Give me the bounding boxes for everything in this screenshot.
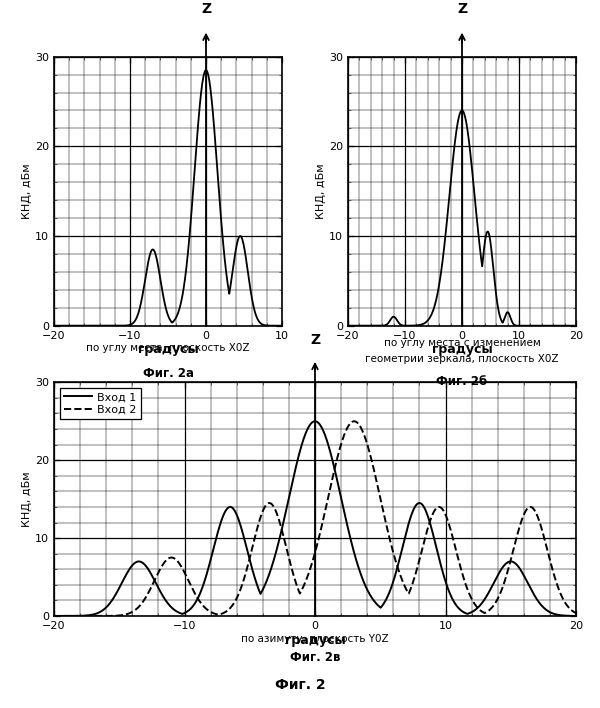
X-axis label: градусы: градусы — [137, 343, 199, 356]
Line: Вход 2: Вход 2 — [54, 421, 576, 616]
X-axis label: градусы: градусы — [431, 343, 493, 356]
Вход 1 — [141, 560, 148, 569]
Text: Z: Z — [457, 2, 467, 16]
Text: по азимуту, плоскость Y0Z: по азимуту, плоскость Y0Z — [241, 634, 389, 644]
Вход 1 — [562, 612, 569, 620]
Вход 2 — [506, 560, 513, 569]
Вход 2 — [110, 612, 117, 620]
Вход 2 — [141, 595, 148, 604]
Y-axis label: КНД, дБм: КНД, дБм — [22, 164, 32, 219]
Вход 1 — [572, 612, 580, 620]
Legend: Вход 1, Вход 2: Вход 1, Вход 2 — [59, 388, 141, 419]
Text: по углу места с изменением: по углу места с изменением — [383, 338, 541, 348]
Вход 1 — [311, 417, 319, 426]
Text: Фиг. 2а: Фиг. 2а — [143, 367, 194, 379]
Вход 2 — [251, 536, 258, 544]
Y-axis label: КНД, дБм: КНД, дБм — [316, 164, 326, 219]
Text: геометрии зеркала, плоскость X0Z: геометрии зеркала, плоскость X0Z — [365, 354, 559, 364]
X-axis label: градусы: градусы — [284, 634, 346, 646]
Вход 2 — [572, 609, 580, 617]
Вход 2 — [50, 612, 58, 620]
Text: Фиг. 2в: Фиг. 2в — [290, 651, 340, 664]
Вход 2 — [273, 509, 280, 518]
Вход 1 — [50, 612, 58, 620]
Вход 2 — [350, 417, 358, 426]
Line: Вход 1: Вход 1 — [54, 421, 576, 616]
Вход 1 — [506, 557, 513, 566]
Text: Фиг. 2б: Фиг. 2б — [436, 375, 488, 388]
Text: Фиг. 2: Фиг. 2 — [275, 678, 325, 692]
Text: Z: Z — [310, 333, 320, 348]
Text: Z: Z — [201, 2, 211, 16]
Y-axis label: КНД, дБм: КНД, дБм — [22, 472, 32, 527]
Text: по углу места, плоскость X0Z: по углу места, плоскость X0Z — [86, 343, 250, 353]
Вход 1 — [273, 545, 280, 554]
Вход 1 — [251, 571, 258, 580]
Вход 2 — [562, 600, 569, 608]
Вход 1 — [110, 594, 117, 603]
